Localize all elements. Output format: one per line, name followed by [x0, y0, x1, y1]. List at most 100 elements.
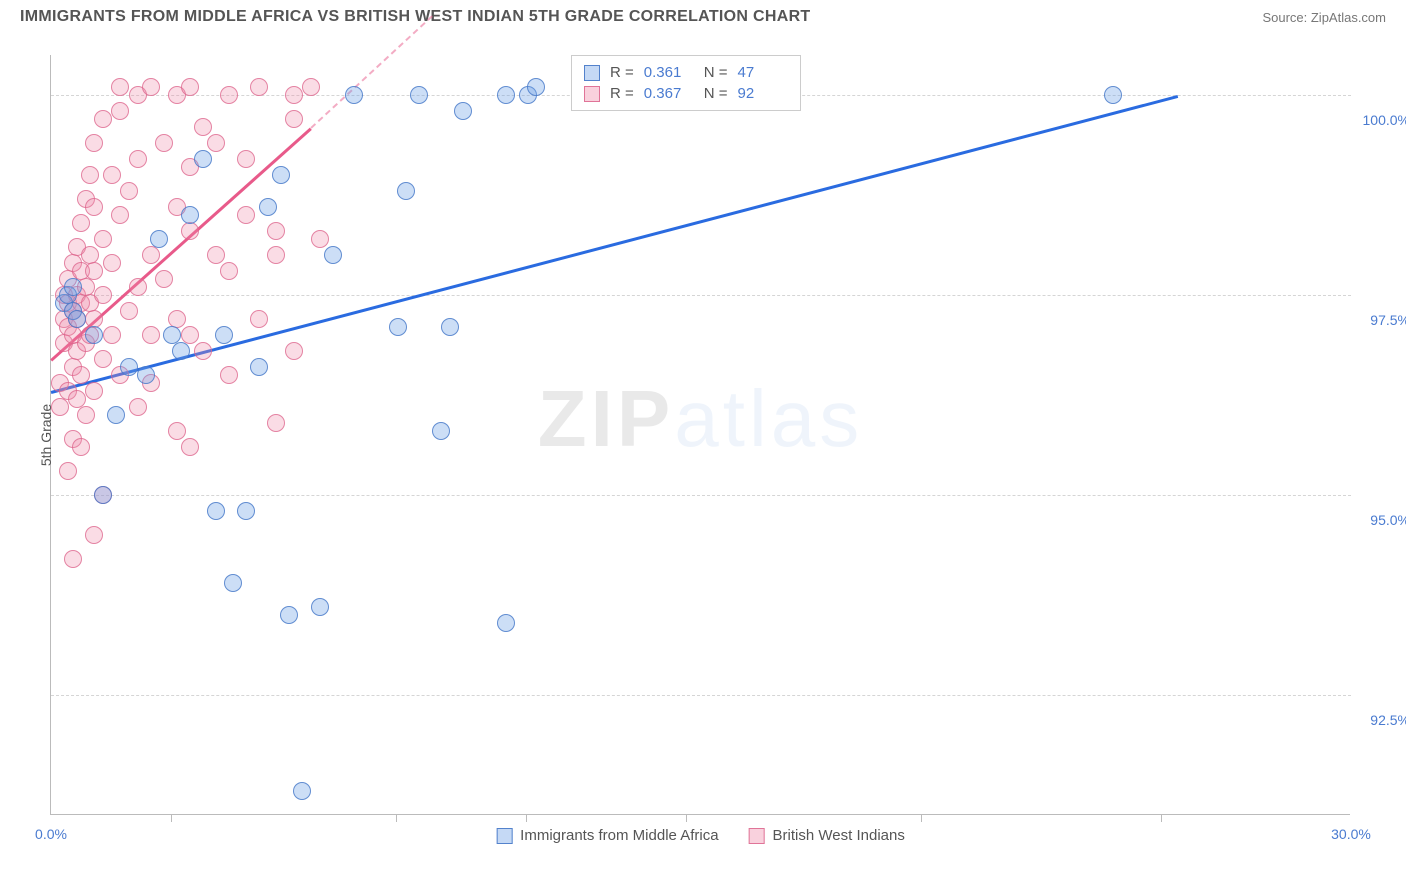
data-point: [94, 230, 112, 248]
data-point: [224, 574, 242, 592]
y-tick-label: 97.5%: [1355, 312, 1406, 328]
gridline: [51, 695, 1351, 696]
data-point: [85, 526, 103, 544]
data-point: [103, 326, 121, 344]
data-point: [181, 78, 199, 96]
data-point: [64, 278, 82, 296]
data-point: [181, 438, 199, 456]
data-point: [237, 206, 255, 224]
data-point: [120, 358, 138, 376]
data-point: [207, 134, 225, 152]
data-point: [410, 86, 428, 104]
y-axis-label: 5th Grade: [38, 404, 54, 466]
data-point: [107, 406, 125, 424]
source-link[interactable]: ZipAtlas.com: [1311, 10, 1386, 25]
y-tick-label: 100.0%: [1355, 112, 1406, 128]
data-point: [345, 86, 363, 104]
x-tick: [526, 814, 527, 822]
data-point: [432, 422, 450, 440]
data-point: [272, 166, 290, 184]
data-point: [168, 422, 186, 440]
data-point: [72, 438, 90, 456]
gridline: [51, 495, 1351, 496]
data-point: [215, 326, 233, 344]
data-point: [59, 462, 77, 480]
data-point: [237, 502, 255, 520]
legend-row-pink: R = 0.367 N = 92: [584, 83, 788, 104]
data-point: [285, 110, 303, 128]
data-point: [129, 150, 147, 168]
data-point: [267, 414, 285, 432]
data-point: [94, 350, 112, 368]
data-point: [207, 246, 225, 264]
data-point: [259, 198, 277, 216]
data-point: [527, 78, 545, 96]
data-point: [85, 198, 103, 216]
data-point: [250, 358, 268, 376]
data-point: [207, 502, 225, 520]
chart-source: Source: ZipAtlas.com: [1262, 10, 1386, 25]
data-point: [77, 406, 95, 424]
data-point: [1104, 86, 1122, 104]
data-point: [250, 78, 268, 96]
data-point: [285, 86, 303, 104]
data-point: [194, 342, 212, 360]
data-point: [389, 318, 407, 336]
gridline: [51, 295, 1351, 296]
data-point: [194, 150, 212, 168]
data-point: [85, 382, 103, 400]
data-point: [172, 342, 190, 360]
x-tick: [1161, 814, 1162, 822]
x-tick: [921, 814, 922, 822]
data-point: [142, 78, 160, 96]
data-point: [68, 310, 86, 328]
data-point: [194, 118, 212, 136]
data-point: [267, 222, 285, 240]
x-tick: [171, 814, 172, 822]
data-point: [454, 102, 472, 120]
data-point: [250, 310, 268, 328]
data-point: [72, 366, 90, 384]
data-point: [64, 550, 82, 568]
data-point: [111, 78, 129, 96]
data-point: [220, 86, 238, 104]
data-point: [302, 78, 320, 96]
data-point: [267, 246, 285, 264]
data-point: [111, 102, 129, 120]
x-tick-label: 0.0%: [35, 826, 67, 842]
legend-row-blue: R = 0.361 N = 47: [584, 62, 788, 83]
data-point: [120, 302, 138, 320]
chart-title: IMMIGRANTS FROM MIDDLE AFRICA VS BRITISH…: [20, 8, 811, 26]
plot-area: ZIPatlas R = 0.361 N = 47 R = 0.367 N = …: [50, 55, 1350, 815]
data-point: [237, 150, 255, 168]
data-point: [129, 398, 147, 416]
swatch-blue-icon: [496, 828, 512, 844]
data-point: [120, 182, 138, 200]
legend-item-pink: British West Indians: [749, 827, 905, 844]
watermark: ZIPatlas: [538, 373, 863, 465]
x-tick: [396, 814, 397, 822]
data-point: [103, 166, 121, 184]
data-point: [72, 214, 90, 232]
data-point: [181, 326, 199, 344]
data-point: [441, 318, 459, 336]
data-point: [311, 230, 329, 248]
data-point: [94, 110, 112, 128]
data-point: [285, 342, 303, 360]
data-point: [103, 254, 121, 272]
data-point: [85, 326, 103, 344]
data-point: [324, 246, 342, 264]
data-point: [220, 262, 238, 280]
data-point: [497, 614, 515, 632]
data-point: [280, 606, 298, 624]
data-point: [85, 134, 103, 152]
data-point: [220, 366, 238, 384]
data-point: [111, 206, 129, 224]
y-tick-label: 92.5%: [1355, 712, 1406, 728]
data-point: [311, 598, 329, 616]
data-point: [293, 782, 311, 800]
chart-container: ZIPatlas R = 0.361 N = 47 R = 0.367 N = …: [50, 55, 1350, 815]
series-legend: Immigrants from Middle Africa British We…: [496, 827, 905, 844]
data-point: [155, 134, 173, 152]
x-tick: [686, 814, 687, 822]
